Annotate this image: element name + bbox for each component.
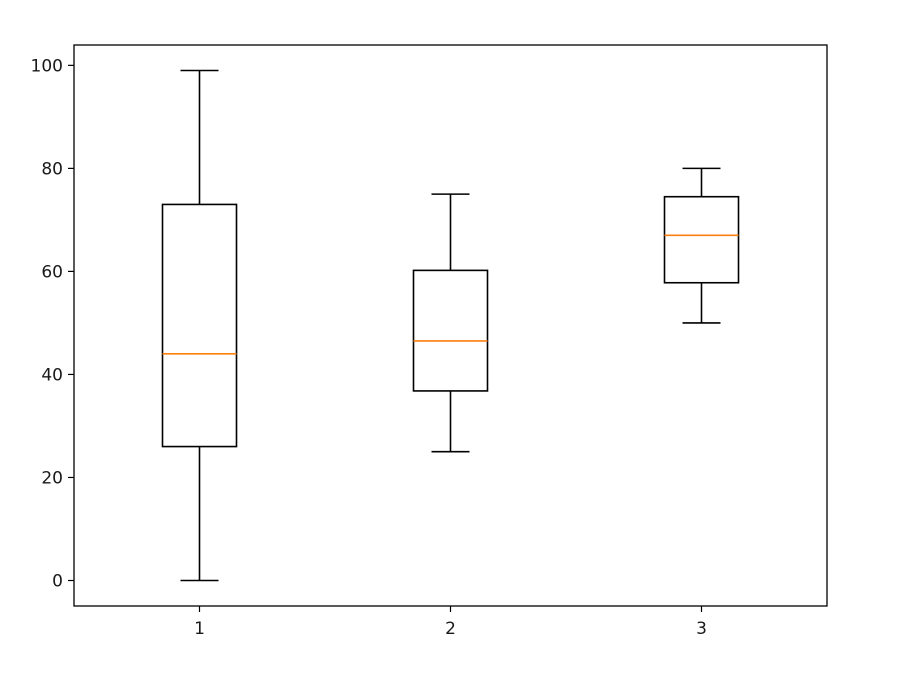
x-axis: 1 2 3 bbox=[194, 606, 707, 639]
y-tick-label-3: 60 bbox=[41, 262, 63, 282]
y-tick-label-2: 40 bbox=[41, 365, 63, 385]
box-3 bbox=[663, 167, 740, 324]
iqr-box-2 bbox=[412, 269, 489, 392]
y-tick-label-1: 20 bbox=[41, 468, 63, 488]
iqr-box-1 bbox=[161, 203, 238, 448]
y-axis: 0 20 40 60 80 100 bbox=[31, 56, 74, 592]
y-tick-label-5: 100 bbox=[31, 56, 63, 76]
y-tick-label-0: 0 bbox=[52, 572, 63, 592]
box-2 bbox=[412, 193, 489, 453]
x-tick-label-0: 1 bbox=[194, 619, 205, 639]
y-tick-label-4: 80 bbox=[41, 159, 63, 179]
iqr-box-3 bbox=[663, 195, 740, 284]
x-tick-label-2: 3 bbox=[696, 619, 707, 639]
x-tick-label-1: 2 bbox=[445, 619, 456, 639]
boxes-layer bbox=[161, 69, 740, 582]
box-1 bbox=[161, 69, 238, 582]
